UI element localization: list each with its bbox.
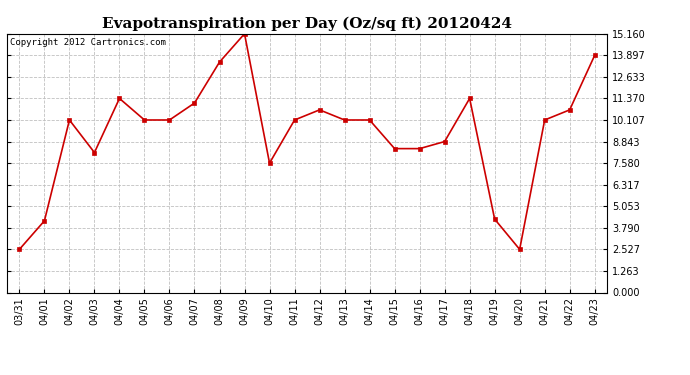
Title: Evapotranspiration per Day (Oz/sq ft) 20120424: Evapotranspiration per Day (Oz/sq ft) 20… xyxy=(102,17,512,31)
Text: Copyright 2012 Cartronics.com: Copyright 2012 Cartronics.com xyxy=(10,38,166,46)
